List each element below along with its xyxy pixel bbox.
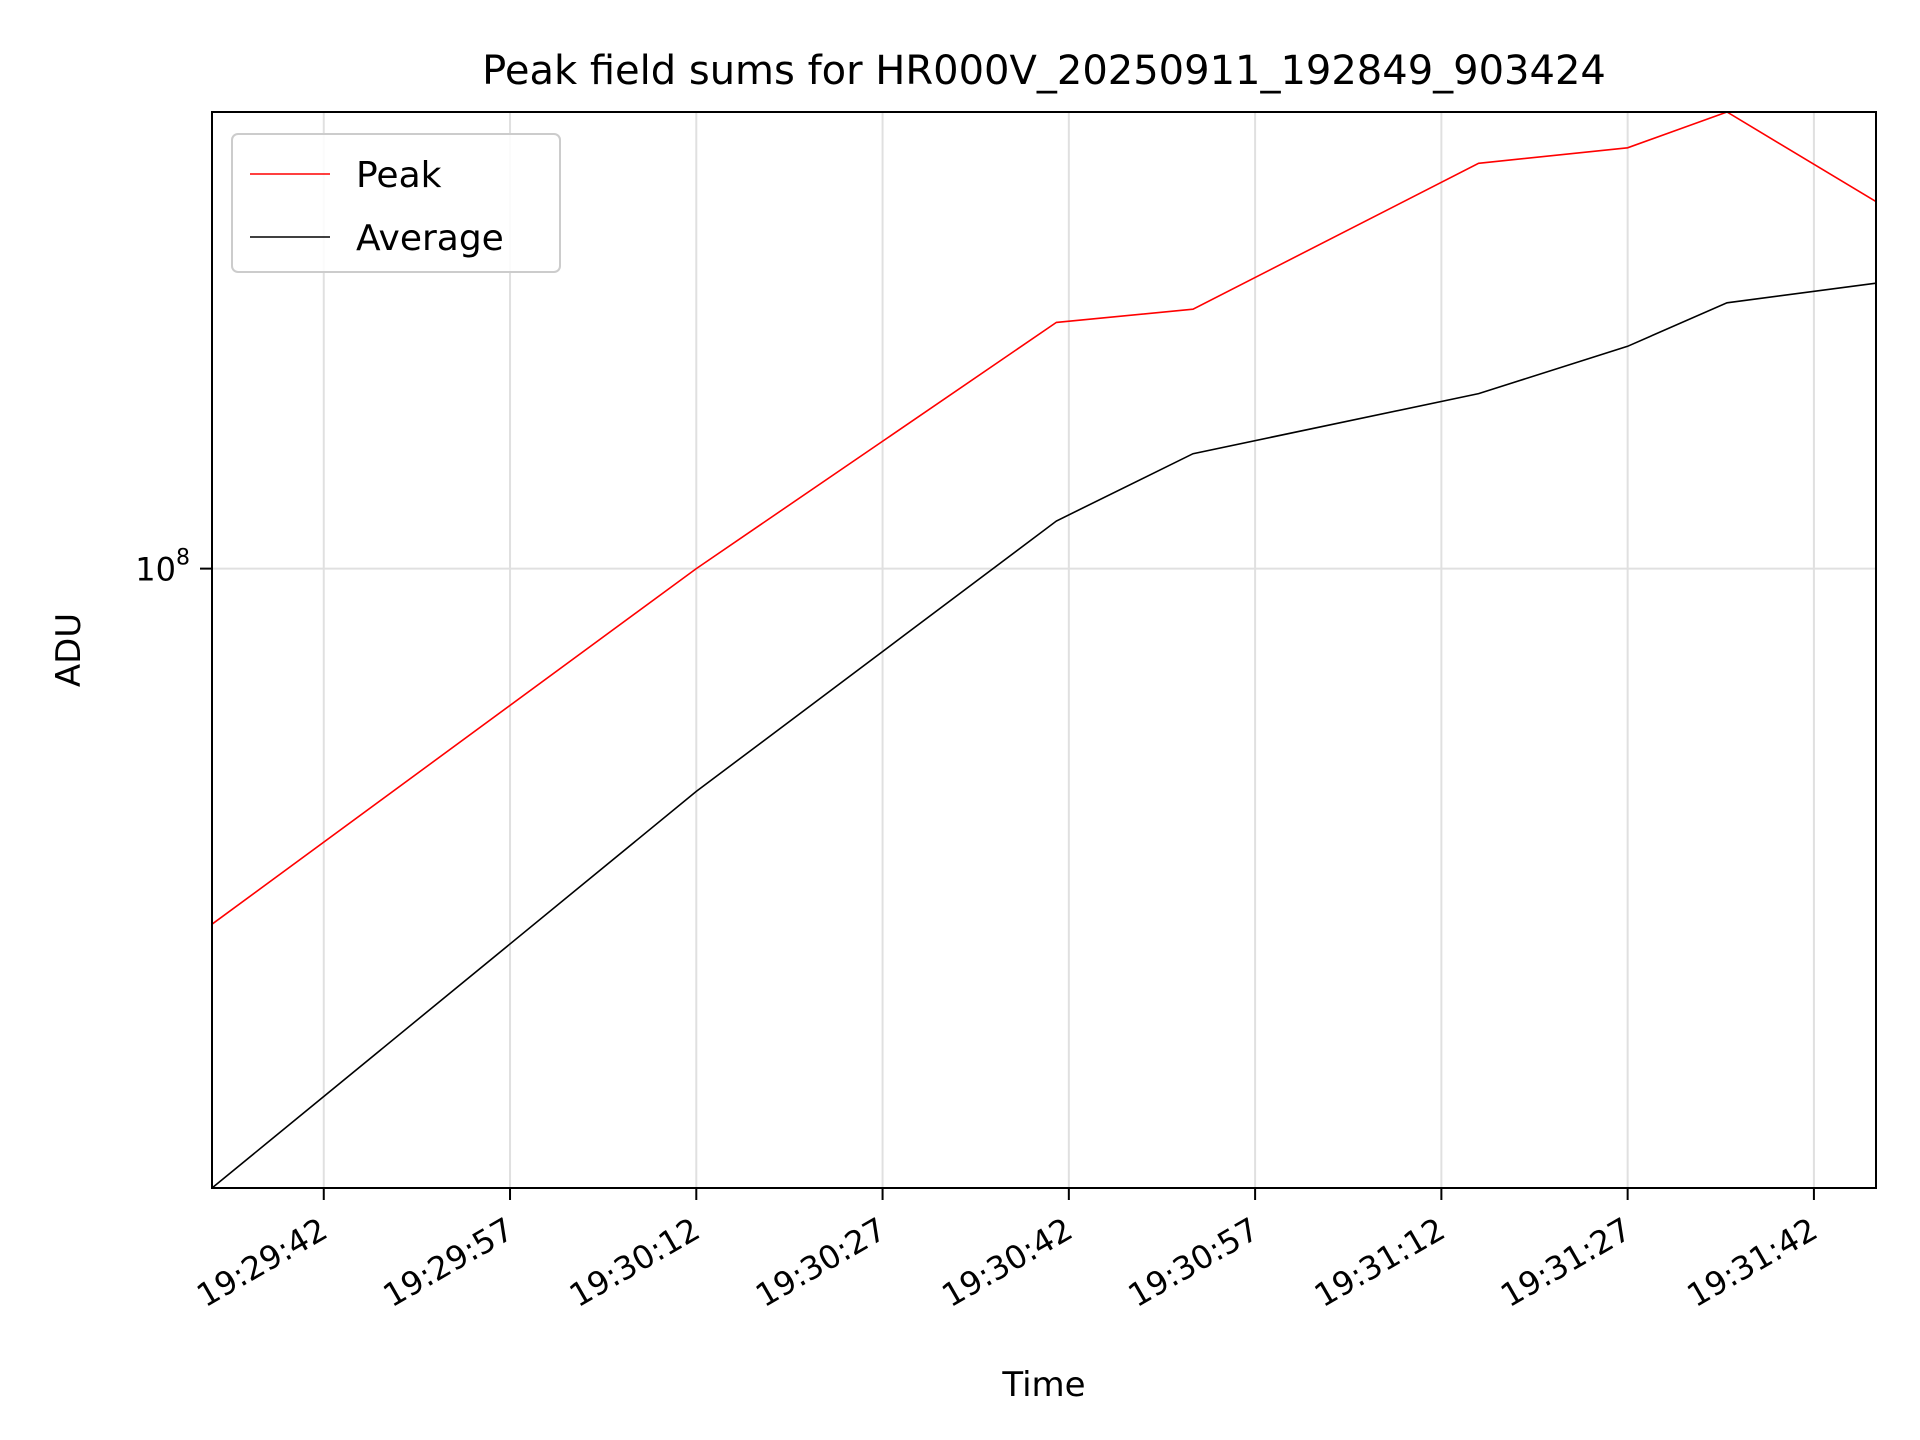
y-tick-exponent: 8 — [176, 546, 190, 571]
legend: Peak Average — [231, 133, 561, 273]
y-tick-label: 108 — [135, 546, 190, 589]
chart-title: Peak field sums for HR000V_20250911_1928… — [482, 48, 1606, 94]
plot-frame — [211, 111, 1877, 1189]
series-line-peak — [211, 111, 1877, 925]
x-axis-label: Time — [1001, 1365, 1085, 1405]
y-tick-base: 10 — [135, 551, 176, 589]
legend-label-peak: Peak — [356, 155, 442, 196]
series-layer — [211, 111, 1877, 1189]
legend-label-average: Average — [356, 218, 504, 259]
y-axis-label: ADU — [49, 613, 89, 687]
series-line-average — [211, 282, 1877, 1189]
